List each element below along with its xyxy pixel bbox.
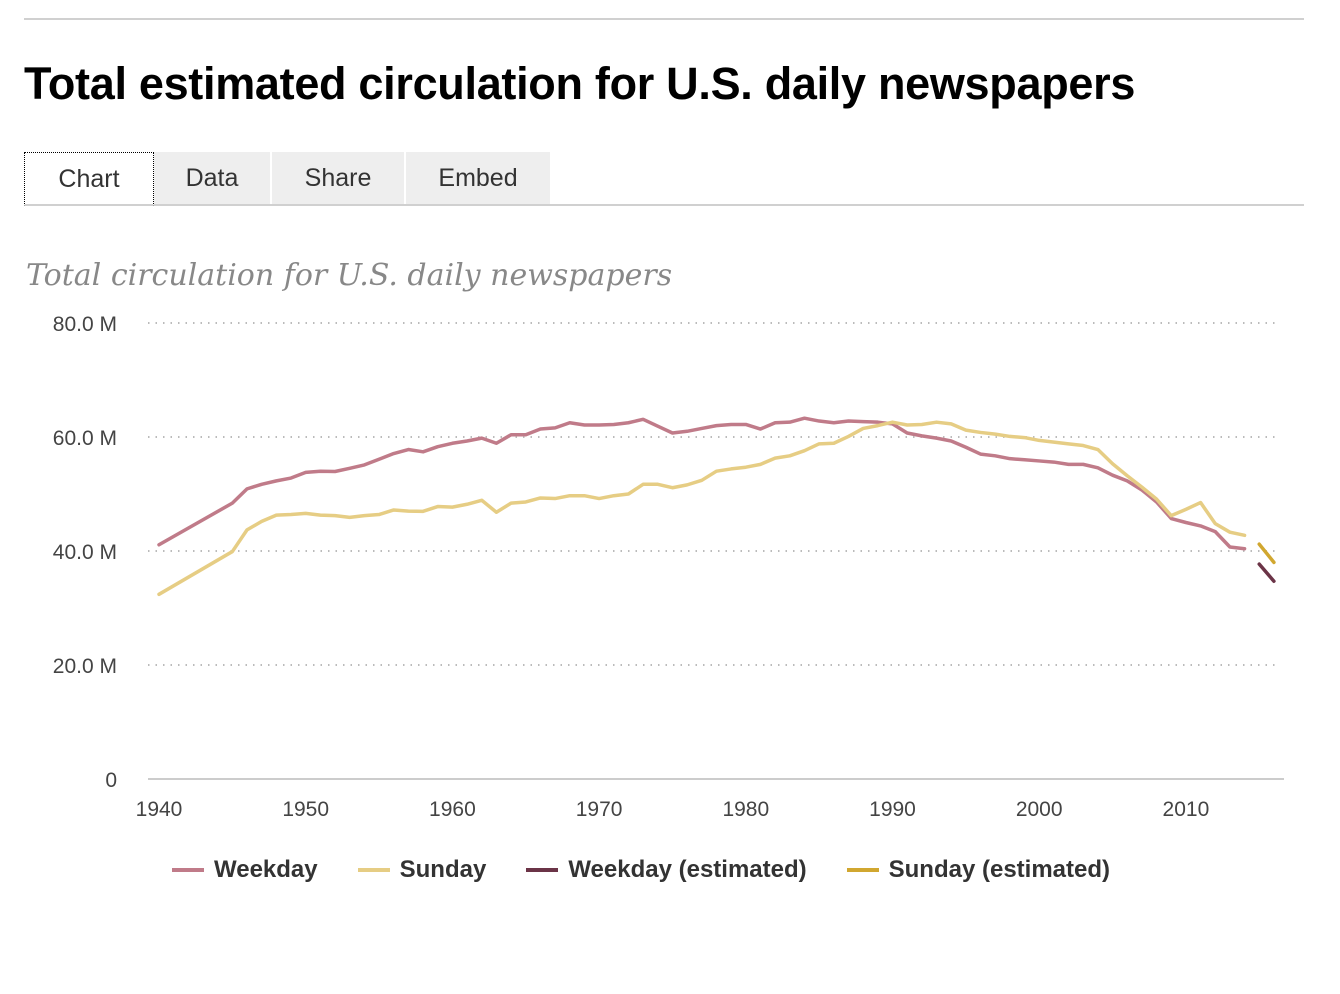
series-line-weekday-estimated (1257, 562, 1276, 583)
chart-title: Total circulation for U.S. daily newspap… (26, 258, 673, 293)
series-line-sunday-estimated (1257, 542, 1276, 565)
y-tick-label: 80.0 M (53, 313, 117, 336)
y-tick-label: 40.0 M (53, 541, 117, 564)
tab-bar: Chart Data Share Embed (24, 152, 1304, 206)
page-title: Total estimated circulation for U.S. dai… (24, 58, 1136, 109)
legend-item-weekday-estimated: Weekday (estimated) (526, 856, 807, 884)
y-tick-label: 0 (105, 769, 117, 792)
x-tick-label: 1970 (576, 798, 623, 821)
legend-label: Weekday (estimated) (568, 856, 807, 883)
series-line-weekday (157, 416, 1247, 551)
legend-label: Sunday (estimated) (888, 856, 1111, 883)
series-line-sunday (157, 420, 1247, 597)
legend-swatch (357, 868, 390, 872)
legend-label: Weekday (214, 856, 318, 883)
legend-item-weekday: Weekday (172, 856, 318, 884)
top-divider (24, 18, 1304, 20)
tab-chart[interactable]: Chart (24, 152, 154, 206)
y-tick-label: 20.0 M (53, 655, 117, 678)
legend-swatch (172, 868, 204, 872)
legend-swatch (526, 868, 559, 872)
x-tick-label: 1960 (429, 798, 476, 821)
x-tick-label: 2010 (1163, 798, 1210, 821)
x-tick-label: 2000 (1016, 798, 1063, 821)
tab-embed[interactable]: Embed (406, 152, 550, 206)
legend-swatch (846, 868, 879, 872)
tab-share[interactable]: Share (272, 152, 404, 206)
y-tick-label: 60.0 M (53, 427, 117, 450)
x-tick-label: 1980 (722, 798, 769, 821)
legend-item-sunday: Sunday (357, 856, 487, 884)
x-tick-label: 1950 (282, 798, 329, 821)
legend: Weekday Sunday Weekday (estimated) Sunda… (172, 856, 1110, 884)
tab-data[interactable]: Data (154, 152, 270, 206)
x-tick-label: 1940 (136, 798, 183, 821)
legend-label: Sunday (399, 856, 487, 883)
legend-item-sunday-estimated: Sunday (estimated) (846, 856, 1111, 884)
x-tick-label: 1990 (869, 798, 916, 821)
